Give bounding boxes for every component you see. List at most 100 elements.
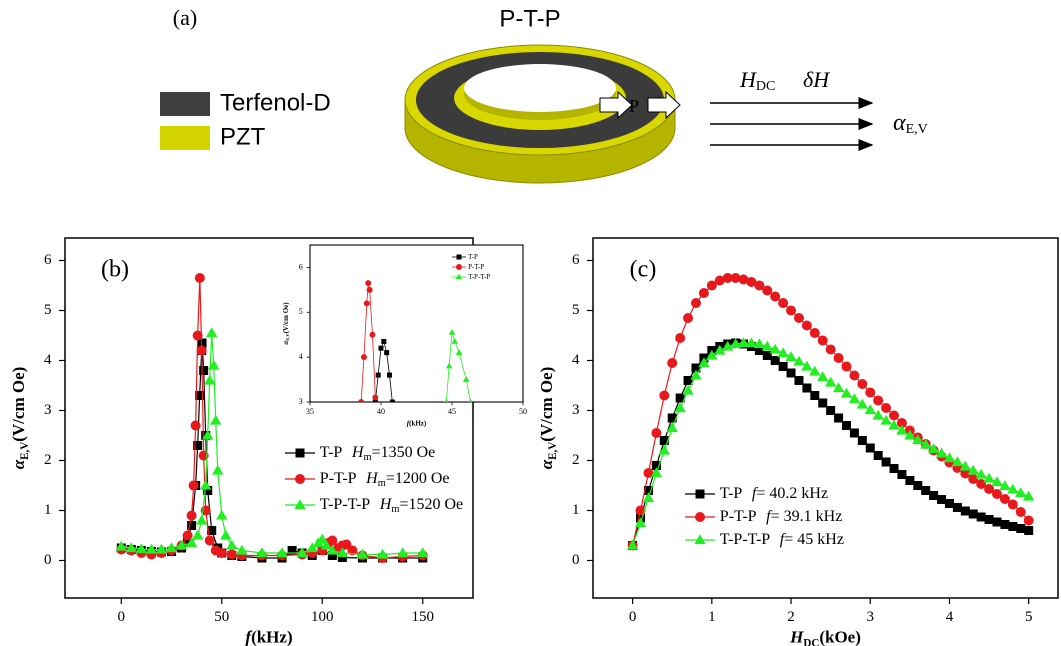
data-point [976, 512, 986, 522]
data-point [376, 548, 389, 559]
y-tick-label: 3 [572, 402, 580, 418]
data-point [690, 369, 702, 380]
label-part: P-T-P [720, 508, 757, 525]
data-point [190, 420, 201, 431]
data-point [200, 479, 212, 490]
data-point [802, 383, 812, 393]
label-part: f [766, 508, 773, 525]
data-point [889, 410, 900, 421]
data-point [999, 494, 1010, 504]
data-point [889, 464, 899, 473]
data-point [683, 376, 693, 385]
data-point [135, 543, 148, 554]
data-point [667, 358, 678, 368]
field-sub: DC [756, 79, 775, 94]
data-point [384, 350, 390, 356]
data-point [785, 351, 797, 362]
data-point [192, 330, 203, 341]
data-point [1008, 522, 1018, 531]
legend-label: T-P Hm=1350 Oe [320, 444, 435, 464]
material-label: Terfenol-D [220, 89, 331, 116]
data-point [327, 535, 338, 546]
label-part: P-T-P [320, 470, 357, 487]
data-point [817, 335, 828, 346]
data-point [793, 355, 805, 366]
data-point [658, 444, 670, 455]
x-tick-label: 4 [946, 609, 954, 625]
label-part: T-P [468, 253, 478, 261]
data-point [296, 547, 308, 558]
data-point [848, 393, 861, 404]
data-point [306, 542, 318, 553]
data-point [1015, 507, 1026, 517]
data-point [968, 474, 979, 484]
label-part: α [537, 459, 556, 469]
data-point [195, 391, 205, 400]
output-sub: E,V [906, 122, 928, 137]
data-point [864, 404, 876, 415]
data-point [761, 340, 773, 351]
data-point [372, 394, 379, 401]
y-tick-label: 2 [572, 452, 580, 468]
data-point [840, 387, 853, 398]
data-point [706, 280, 717, 291]
data-point [992, 517, 1002, 527]
data-point [912, 434, 924, 445]
data-point [381, 338, 387, 344]
label-part: H [365, 470, 379, 487]
label-part: f [780, 531, 787, 548]
y-axis-label: αE,V(V/cm Oe) [282, 302, 291, 345]
data-point [897, 470, 907, 479]
polarization-arrow [599, 90, 633, 120]
x-tick-label: 100 [311, 609, 334, 625]
data-point [762, 285, 773, 296]
data-point [1023, 490, 1035, 501]
data-point [856, 398, 868, 409]
data-point [698, 357, 710, 368]
legend-label: T-P-T-P [468, 273, 490, 281]
data-point [326, 544, 338, 555]
data-point [832, 382, 845, 393]
label-part: H [351, 444, 365, 461]
data-point [920, 438, 932, 449]
data-point [378, 345, 384, 351]
legend-marker [294, 499, 306, 510]
y-tick-label: 4 [572, 352, 580, 368]
y-tick-label: 1 [572, 502, 580, 518]
data-point [841, 421, 851, 430]
data-point [1007, 499, 1018, 510]
label-part: (V/cm Oe) [537, 367, 556, 442]
data-point [770, 356, 780, 365]
legend-marker [695, 512, 705, 522]
data-point [226, 539, 238, 550]
x-axis-label: HDC(kOe) [789, 627, 861, 646]
data-point [833, 353, 844, 363]
y-tick-label: 5 [572, 302, 580, 318]
data-point [451, 338, 459, 344]
data-point [801, 360, 813, 371]
x-tick-label: 45 [448, 407, 456, 416]
y-axis-label: αE,V(V/cm Oe) [537, 367, 559, 470]
x-axis-label: f(kHz) [407, 419, 427, 427]
label-part: (kHz) [251, 627, 293, 646]
data-point [444, 398, 449, 402]
data-point [115, 540, 127, 551]
data-point [904, 429, 916, 440]
label-part: = 40.2 kHz [756, 485, 828, 502]
legend-marker [456, 254, 462, 260]
label-part: (V/cm Oe) [282, 302, 290, 334]
data-point [196, 514, 208, 525]
data-point [316, 533, 328, 544]
data-point [642, 492, 655, 503]
series-group [626, 273, 1035, 551]
data-point [913, 481, 923, 490]
data-point [769, 343, 781, 354]
label-part: m [391, 504, 399, 515]
data-point [216, 509, 228, 520]
data-point [1015, 487, 1027, 498]
x-tick-label: 0 [118, 609, 126, 625]
data-point [729, 338, 742, 349]
data-point [375, 372, 381, 378]
x-tick-label: 35 [306, 407, 314, 416]
data-point [967, 464, 979, 475]
